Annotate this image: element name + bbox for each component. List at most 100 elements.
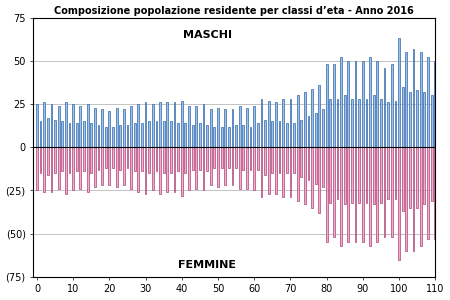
Bar	[311, 88, 313, 147]
Bar	[250, 127, 252, 147]
Bar	[94, 147, 96, 187]
Bar	[108, 111, 110, 147]
Bar	[148, 147, 150, 173]
Bar	[380, 99, 382, 147]
Bar	[202, 104, 204, 147]
Bar	[68, 123, 71, 147]
Title: Composizione popolazione residente per classi d’eta - Anno 2016: Composizione popolazione residente per c…	[54, 6, 414, 16]
Bar	[58, 147, 59, 189]
Bar	[340, 57, 342, 147]
Bar	[116, 147, 117, 187]
Bar	[163, 122, 165, 147]
Bar	[416, 147, 418, 208]
Bar	[449, 147, 450, 232]
Bar	[431, 147, 432, 201]
Bar	[232, 147, 234, 185]
Bar	[268, 147, 270, 194]
Bar	[391, 64, 393, 147]
Bar	[177, 147, 179, 171]
Bar	[235, 125, 237, 147]
Bar	[420, 52, 422, 147]
Bar	[380, 147, 382, 203]
Bar	[220, 127, 222, 147]
Bar	[152, 147, 154, 190]
Bar	[192, 125, 194, 147]
Bar	[347, 61, 349, 147]
Bar	[293, 123, 295, 147]
Bar	[344, 147, 346, 204]
Bar	[333, 64, 335, 147]
Bar	[163, 147, 165, 173]
Bar	[351, 99, 353, 147]
Bar	[300, 120, 302, 147]
Bar	[279, 122, 280, 147]
Bar	[188, 106, 190, 147]
Bar	[184, 147, 186, 173]
Bar	[358, 99, 360, 147]
Bar	[72, 147, 74, 190]
Bar	[130, 106, 132, 147]
Bar	[195, 106, 197, 147]
Bar	[54, 120, 56, 147]
Bar	[319, 85, 320, 147]
Bar	[40, 147, 41, 173]
Bar	[351, 147, 353, 203]
Bar	[416, 90, 418, 147]
Bar	[253, 106, 255, 147]
Bar	[337, 99, 338, 147]
Bar	[80, 106, 81, 147]
Bar	[264, 147, 266, 175]
Bar	[355, 147, 356, 242]
Bar	[264, 120, 266, 147]
Bar	[413, 147, 414, 251]
Bar	[376, 61, 378, 147]
Bar	[271, 147, 273, 173]
Bar	[427, 57, 429, 147]
Bar	[333, 147, 335, 237]
Bar	[449, 68, 450, 147]
Bar	[232, 109, 234, 147]
Bar	[217, 147, 219, 187]
Bar	[395, 100, 396, 147]
Bar	[268, 100, 270, 147]
Bar	[166, 102, 168, 147]
Bar	[253, 147, 255, 190]
Bar	[199, 123, 201, 147]
Bar	[337, 147, 338, 199]
Bar	[202, 147, 204, 190]
Bar	[137, 147, 139, 192]
Bar	[322, 109, 324, 147]
Bar	[181, 100, 183, 147]
Bar	[87, 147, 89, 192]
Bar	[405, 147, 407, 251]
Bar	[423, 92, 425, 147]
Bar	[76, 147, 78, 171]
Bar	[369, 147, 371, 246]
Bar	[105, 127, 107, 147]
Bar	[159, 147, 161, 194]
Bar	[43, 147, 45, 192]
Bar	[141, 123, 143, 147]
Bar	[445, 147, 447, 197]
Bar	[308, 147, 310, 180]
Bar	[65, 102, 67, 147]
Bar	[398, 147, 400, 260]
Bar	[322, 147, 324, 187]
Text: FEMMINE: FEMMINE	[178, 260, 236, 270]
Bar	[441, 64, 443, 147]
Bar	[297, 95, 298, 147]
Bar	[119, 125, 121, 147]
Bar	[261, 147, 262, 197]
Bar	[355, 61, 356, 147]
Bar	[174, 102, 176, 147]
Bar	[261, 99, 262, 147]
Bar	[170, 147, 172, 173]
Bar	[246, 147, 248, 189]
Bar	[206, 125, 208, 147]
Bar	[431, 95, 432, 147]
Bar	[289, 99, 291, 147]
Bar	[225, 147, 226, 185]
Bar	[144, 102, 147, 147]
Bar	[123, 147, 125, 185]
Bar	[326, 64, 328, 147]
